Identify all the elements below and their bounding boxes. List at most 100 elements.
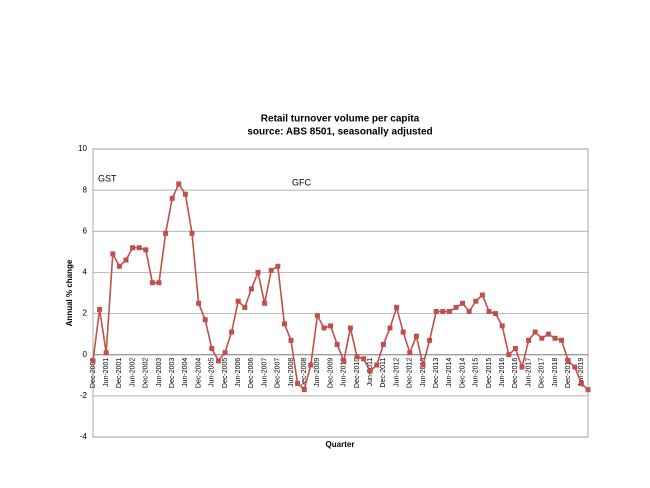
x-tick-label: Jun-2006 <box>235 358 242 387</box>
x-tick-label: Jun-2003 <box>156 358 163 387</box>
x-axis-title: Quarter <box>326 440 355 449</box>
plot-area <box>92 148 589 438</box>
point <box>262 300 268 306</box>
point <box>308 362 314 368</box>
y-tick-label: 10 <box>78 144 87 153</box>
point <box>473 298 479 304</box>
x-tick-label: Dec-2007 <box>275 358 282 388</box>
point <box>407 350 413 356</box>
x-tick-label: Dec-2006 <box>248 358 255 388</box>
point <box>440 309 446 315</box>
point <box>314 313 320 319</box>
x-tick-label: Dec-2008 <box>301 358 308 388</box>
x-tick-label: Dec-2004 <box>195 358 202 388</box>
point <box>182 191 188 197</box>
y-tick-label: 2 <box>83 309 88 318</box>
x-tick-label: Jun-2018 <box>552 358 559 387</box>
y-tick-label: 8 <box>83 185 88 194</box>
point <box>367 368 373 374</box>
point <box>453 304 459 310</box>
x-tick-label: Dec-2014 <box>459 358 466 388</box>
point <box>479 292 485 298</box>
chart-title: Retail turnover volume per capita <box>261 114 420 125</box>
point <box>539 335 545 341</box>
point <box>301 387 307 393</box>
point <box>196 300 202 306</box>
point <box>189 230 195 236</box>
x-tick-label: Jun-2015 <box>473 358 480 387</box>
x-tick-label: Dec-2002 <box>143 358 150 388</box>
point <box>255 269 261 275</box>
point <box>512 346 518 352</box>
point <box>130 245 136 251</box>
point <box>347 325 353 331</box>
point <box>268 267 274 273</box>
point <box>526 337 532 343</box>
point <box>585 387 591 393</box>
point <box>103 350 109 356</box>
annotation: GFC <box>292 177 311 187</box>
point <box>248 286 254 292</box>
x-tick-label: Dec-2012 <box>407 358 414 388</box>
point <box>321 325 327 331</box>
point <box>235 298 241 304</box>
point <box>380 341 386 347</box>
x-tick-label: Jun-2008 <box>288 358 295 387</box>
x-tick-label: Jun-2009 <box>314 358 321 387</box>
point <box>275 263 281 269</box>
point <box>433 309 439 315</box>
point <box>222 350 228 356</box>
x-tick-label: Jun-2005 <box>209 358 216 387</box>
point <box>354 354 360 360</box>
point <box>209 346 215 352</box>
point <box>156 280 162 286</box>
point <box>176 181 182 187</box>
point <box>97 306 103 312</box>
point <box>334 341 340 347</box>
x-tick-label: Jun-2017 <box>525 358 532 387</box>
x-tick-label: Jun-2007 <box>261 358 268 387</box>
x-tick-label: Jun-2010 <box>341 358 348 387</box>
y-tick-label: -2 <box>80 391 88 400</box>
point <box>163 230 169 236</box>
x-tick-label: Jun-2014 <box>446 358 453 387</box>
point <box>446 309 452 315</box>
y-tick-label: 6 <box>83 226 88 235</box>
point <box>493 311 499 317</box>
point <box>506 352 512 358</box>
point <box>499 323 505 329</box>
x-tick-label: Dec-2017 <box>539 358 546 388</box>
x-tick-label: Dec-2018 <box>565 358 572 388</box>
series-line <box>92 182 589 392</box>
point <box>202 317 208 323</box>
point <box>394 304 400 310</box>
point <box>572 364 578 370</box>
point <box>136 245 142 251</box>
y-tick-label: 4 <box>83 268 88 277</box>
x-tick-label: Dec-2011 <box>380 358 387 388</box>
x-tick-label: Jun-2012 <box>393 358 400 387</box>
y-tick-label: 0 <box>83 350 88 359</box>
point <box>169 195 175 201</box>
x-tick-label: Dec-2003 <box>169 358 176 388</box>
point <box>532 329 538 335</box>
point <box>427 337 433 343</box>
x-tick-label: Dec-2000 <box>90 358 97 388</box>
x-tick-label: Dec-2005 <box>222 358 229 388</box>
point <box>565 358 571 364</box>
point <box>552 335 558 341</box>
point <box>559 337 565 343</box>
point <box>143 247 149 253</box>
point <box>387 325 393 331</box>
point <box>149 280 155 286</box>
point <box>400 329 406 335</box>
point <box>242 304 248 310</box>
x-tick-label: Jun-2004 <box>182 358 189 387</box>
point <box>229 329 235 335</box>
point <box>110 251 116 257</box>
chart-subtitle: source: ABS 8501, seasonally adjusted <box>247 127 432 138</box>
y-tick-label: -4 <box>80 432 88 441</box>
point <box>90 358 96 364</box>
x-tick-label: Jun-2016 <box>499 358 506 387</box>
x-tick-label: Jun-2001 <box>103 358 110 387</box>
